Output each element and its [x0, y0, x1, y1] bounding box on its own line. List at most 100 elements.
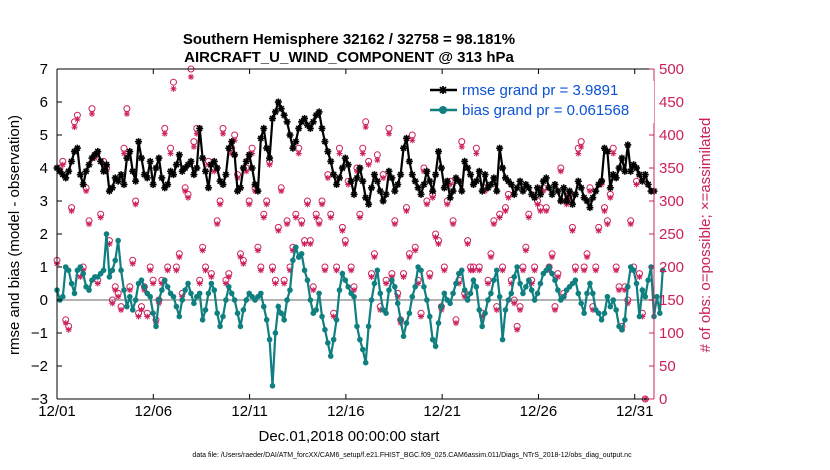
bias-point	[313, 307, 319, 313]
bias-point	[546, 264, 552, 270]
bias-point	[112, 257, 119, 264]
y-tick-label-right: 150	[659, 292, 684, 309]
assimilated-obs-point	[295, 150, 302, 157]
assimilated-obs-point	[613, 267, 620, 274]
rmse-point	[586, 204, 594, 212]
rmse-point	[455, 177, 463, 185]
x-tick-label: 12/11	[231, 403, 267, 420]
rmse-point	[420, 181, 428, 188]
rmse-point	[172, 161, 180, 169]
rmse-point	[615, 164, 623, 172]
rmse-point	[531, 194, 539, 202]
rmse-point	[204, 184, 212, 192]
assimilated-obs-point	[333, 267, 340, 274]
assimilated-obs-point	[435, 240, 442, 247]
assimilated-obs-point	[161, 130, 168, 137]
bias-point	[479, 323, 485, 330]
rmse-point	[496, 144, 504, 152]
bias-point	[304, 277, 311, 284]
assimilated-obs-point	[324, 174, 331, 181]
assimilated-obs-point	[429, 194, 436, 201]
assimilated-obs-point	[473, 150, 480, 157]
y-tick-label-left: −3	[31, 391, 48, 408]
bias-point	[383, 310, 389, 317]
rmse-point	[440, 184, 448, 192]
rmse-point	[391, 187, 399, 195]
rmse-point	[225, 144, 233, 152]
assimilated-obs-point	[319, 201, 326, 208]
assimilated-obs-point	[118, 306, 125, 313]
rmse-point	[193, 164, 201, 172]
rmse-point	[117, 171, 125, 179]
assimilated-obs-point	[144, 313, 151, 320]
bias-point	[374, 267, 381, 274]
bias-point	[514, 264, 520, 270]
bias-point	[598, 317, 605, 323]
assimilated-obs-point	[383, 280, 390, 287]
assimilated-obs-point	[525, 214, 532, 221]
bias-point	[284, 297, 290, 303]
assimilated-obs-point	[412, 247, 419, 254]
rmse-point	[560, 184, 568, 192]
rmse-point	[487, 181, 495, 188]
bias-point	[394, 300, 401, 307]
bias-point	[231, 297, 238, 303]
assimilated-obs-point	[298, 221, 305, 228]
rmse-point	[365, 200, 373, 208]
bias-point	[164, 284, 171, 290]
rmse-point	[158, 174, 166, 182]
rmse-point	[633, 164, 641, 172]
y-tick-label-left: −1	[31, 325, 48, 342]
rmse-point	[370, 171, 378, 179]
rmse-point	[376, 187, 384, 195]
assimilated-obs-point	[403, 207, 410, 214]
bias-point	[400, 333, 407, 340]
rmse-point	[196, 124, 204, 132]
rmse-point	[100, 167, 108, 175]
bias-point	[619, 326, 625, 333]
assimilated-obs-point	[549, 254, 556, 261]
rmse-point	[402, 134, 410, 142]
y-tick-label-left: 2	[40, 226, 48, 243]
bias-point	[176, 313, 183, 320]
assimilated-obs-point	[176, 254, 183, 261]
assimilated-obs-point	[575, 150, 582, 157]
bias-point	[211, 287, 218, 293]
assimilated-obs-point	[327, 214, 334, 221]
assimilated-obs-point	[196, 280, 203, 287]
bias-point	[511, 274, 518, 280]
bias-point	[118, 267, 124, 274]
rmse-point	[68, 157, 76, 165]
assimilated-obs-point	[406, 254, 413, 261]
rmse-point	[461, 157, 469, 165]
rmse-point	[283, 118, 291, 126]
bias-point	[377, 290, 384, 297]
bias-point	[258, 290, 264, 297]
rmse-point	[414, 184, 422, 192]
rmse-point	[324, 148, 332, 155]
legend-bias-label: bias grand pr = 0.061568	[462, 102, 629, 119]
rmse-point	[443, 177, 451, 185]
bias-point	[185, 280, 191, 287]
bias-point	[226, 284, 232, 290]
rmse-point	[271, 108, 279, 116]
bias-point	[159, 287, 165, 293]
bias-point	[266, 336, 273, 343]
bias-point	[129, 307, 136, 313]
rmse-point	[641, 171, 649, 179]
rmse-point	[135, 138, 143, 146]
rmse-point	[236, 184, 244, 192]
assimilated-obs-point	[616, 287, 623, 294]
bias-point	[587, 280, 593, 287]
bias-point	[100, 267, 107, 274]
bias-point	[499, 336, 506, 343]
assimilated-obs-point	[164, 267, 171, 274]
assimilated-obs-point	[138, 306, 145, 313]
y-tick-label-right: 400	[659, 127, 684, 144]
x-tick-label: 12/06	[135, 403, 173, 420]
assimilated-obs-point	[557, 168, 564, 175]
rmse-point	[397, 171, 405, 179]
assimilated-obs-point	[208, 273, 215, 280]
bias-point	[482, 310, 488, 317]
assimilated-obs-point	[592, 267, 599, 274]
